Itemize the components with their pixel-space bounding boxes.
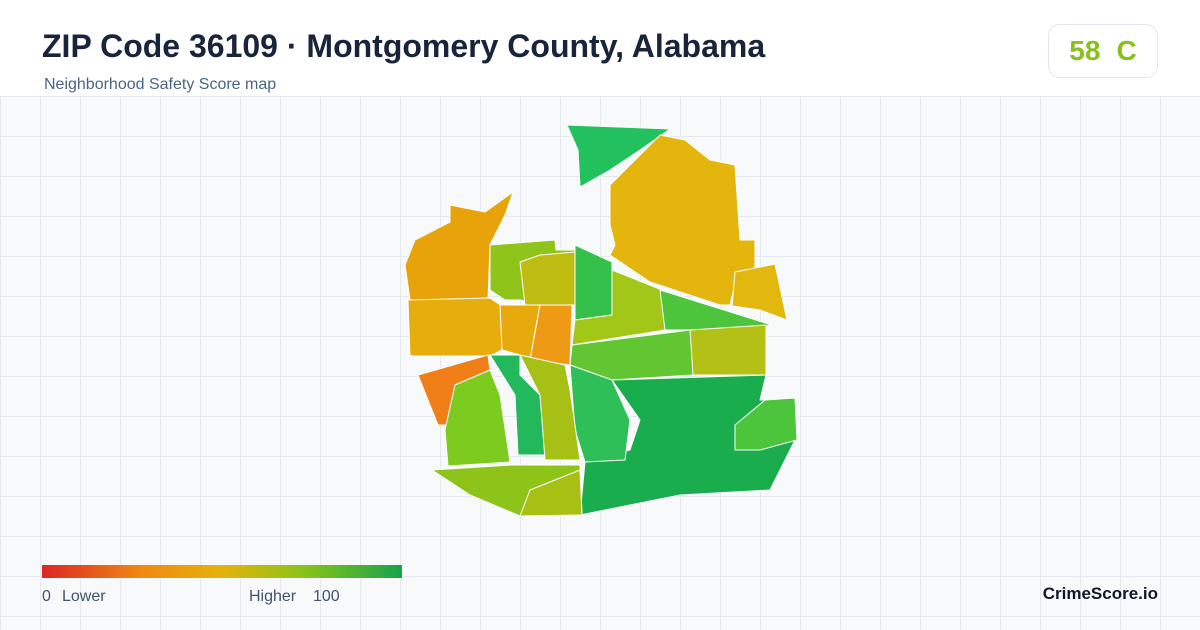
region xyxy=(731,263,788,321)
score-value: 58 xyxy=(1069,35,1101,66)
legend-max: 100 xyxy=(313,588,340,605)
region xyxy=(519,354,581,461)
legend-max-label: Higher xyxy=(249,588,297,605)
region xyxy=(579,374,796,516)
legend-min-label: Lower xyxy=(62,588,106,605)
legend-min: 0 xyxy=(42,588,51,605)
region xyxy=(407,297,503,357)
region xyxy=(519,251,576,306)
brand: CrimeScore.io xyxy=(1042,584,1158,603)
score-badge: 58 C xyxy=(1048,24,1158,78)
region xyxy=(689,324,767,376)
region xyxy=(569,329,694,381)
legend-gradient xyxy=(42,565,402,578)
region xyxy=(574,244,613,321)
region xyxy=(444,369,511,467)
region xyxy=(519,469,583,517)
subtitle: Neighborhood Safety Score map xyxy=(44,76,277,93)
score-grade: C xyxy=(1116,35,1137,66)
region xyxy=(734,397,798,451)
title: ZIP Code 36109 · Montgomery County, Alab… xyxy=(42,28,766,64)
region xyxy=(566,124,671,188)
